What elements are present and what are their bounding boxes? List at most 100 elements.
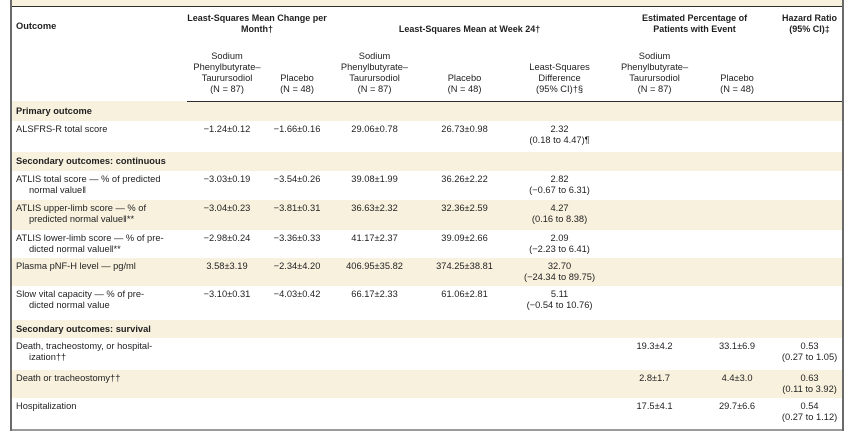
row-label: Hospitalization xyxy=(12,398,187,431)
cell-hazard-ratio xyxy=(777,258,842,286)
subheader-active-change: Sodium Phenylbutyrate– Taurursodiol (N =… xyxy=(187,43,267,102)
table-row-death-tracheostomy-hospitalization: Death, tracheostomy, or hospital- izatio… xyxy=(12,338,842,370)
cell-week24-placebo xyxy=(422,398,508,431)
cell-week24-placebo xyxy=(422,338,507,370)
subheader-hazard-empty xyxy=(777,43,843,102)
table-row-slow-vital-capacity: Slow vital capacity — % of pre- dicted n… xyxy=(12,286,842,320)
cell-ls-difference xyxy=(507,398,613,431)
cell-change-placebo: −3.54±0.26 xyxy=(273,174,321,184)
cell-event-placebo: 33.1±6.9 xyxy=(718,341,756,351)
outcome-column-header: Outcome xyxy=(16,21,57,31)
cell-week24-placebo xyxy=(422,370,507,398)
cell-week24-placebo: 61.06±2.81 xyxy=(441,289,488,299)
cell-change-active xyxy=(187,370,267,398)
cell-ls-difference: 4.27 (0.16 to 8.38) xyxy=(531,203,588,224)
subheader-active-week24: Sodium Phenylbutyrate– Taurursodiol (N =… xyxy=(327,43,423,102)
table-row-alsfrs-r: ALSFRS-R total score −1.24±0.12 −1.66±0.… xyxy=(12,121,842,152)
subheader-placebo-change: Placebo (N = 48) xyxy=(267,43,328,102)
cell-change-active xyxy=(187,398,267,431)
cell-change-active xyxy=(187,338,267,370)
cell-week24-active xyxy=(327,370,422,398)
row-label: ATLIS total score — % of predicted norma… xyxy=(16,174,161,195)
cell-event-active: 17.5±4.1 xyxy=(612,398,698,431)
cell-hazard-ratio xyxy=(777,230,842,258)
cell-week24-active: 39.08±1.99 xyxy=(351,174,398,184)
cell-week24-active: 36.63±2.32 xyxy=(351,203,398,213)
table-figure: Outcome Least-Squares Mean Change per Mo… xyxy=(10,0,844,431)
cell-ls-difference xyxy=(507,338,612,370)
cell-change-placebo: −3.81±0.31 xyxy=(273,203,321,213)
cell-change-active: −3.03±0.19 xyxy=(203,174,251,184)
cell-week24-placebo: 26.73±0.98 xyxy=(441,124,488,134)
cell-event-active xyxy=(612,171,697,200)
cell-week24-placebo: 39.09±2.66 xyxy=(441,233,488,243)
cell-ls-difference: 2.82 (−0.67 to 6.31) xyxy=(529,174,590,195)
table-body: Primary outcome ALSFRS-R total score −1.… xyxy=(12,101,843,431)
cell-change-active: −3.10±0.31 xyxy=(203,289,251,299)
cell-hazard-ratio: 0.63 (0.11 to 3.92) xyxy=(782,373,837,394)
cell-hazard-ratio xyxy=(777,286,842,320)
cell-week24-active xyxy=(327,398,423,431)
cell-ls-difference: 5.11 (−0.54 to 10.76) xyxy=(526,289,593,310)
section-label: Secondary outcomes: survival xyxy=(16,324,151,334)
cell-event-placebo xyxy=(697,121,777,152)
subheader-placebo-event: Placebo (N = 48) xyxy=(697,43,778,102)
cell-event-placebo xyxy=(697,258,777,286)
cell-event-active xyxy=(612,230,697,258)
table-row-atlis-total: ATLIS total score — % of predicted norma… xyxy=(12,171,842,200)
table-header: Outcome Least-Squares Mean Change per Mo… xyxy=(12,7,843,102)
cell-event-placebo xyxy=(697,200,777,230)
cell-change-active: −3.04±0.23 xyxy=(203,203,251,213)
cell-event-placebo xyxy=(697,171,777,200)
cell-ls-difference: 2.32 (0.18 to 4.47)¶ xyxy=(529,124,590,145)
cell-change-active: −1.24±0.12 xyxy=(203,124,251,134)
group-header-ls-mean-week24: Least-Squares Mean at Week 24† xyxy=(398,24,541,34)
cell-week24-placebo: 374.25±38.81 xyxy=(436,261,493,271)
section-label: Primary outcome xyxy=(16,105,92,116)
row-label: Death, tracheostomy, or hospital- izatio… xyxy=(16,341,153,362)
group-header-hazard-ratio: Hazard Ratio (95% CI)‡ xyxy=(782,13,838,34)
cell-week24-active: 66.17±2.33 xyxy=(351,289,398,299)
cell-ls-difference: 32.70 (−24.34 to 89.75) xyxy=(523,261,596,282)
cell-event-placebo xyxy=(697,286,777,320)
section-row-primary-outcome: Primary outcome xyxy=(12,101,843,121)
cell-event-active: 2.8±1.7 xyxy=(639,373,671,383)
cell-hazard-ratio xyxy=(777,121,842,152)
row-label: Death or tracheostomy†† xyxy=(16,373,121,383)
cell-change-placebo: −4.03±0.42 xyxy=(273,289,321,299)
cell-change-active: −2.98±0.24 xyxy=(203,233,251,243)
cell-change-placebo: −1.66±0.16 xyxy=(273,124,321,134)
cell-ls-difference: 2.09 (−2.23 to 6.41) xyxy=(529,233,590,254)
group-header-ls-mean-change: Least-Squares Mean Change per Month† xyxy=(187,13,327,34)
row-label: Plasma pNF-H level — pg/ml xyxy=(16,261,136,271)
cell-hazard-ratio: 0.53 (0.27 to 1.05) xyxy=(781,341,838,362)
table-row-atlis-upper: ATLIS upper-limb score — % of predicted … xyxy=(12,200,843,230)
cell-week24-placebo: 36.26±2.22 xyxy=(441,174,488,184)
cell-event-placebo: 29.7±6.6 xyxy=(697,398,778,431)
cell-hazard-ratio xyxy=(777,171,842,200)
row-label: ALSFRS-R total score xyxy=(16,124,108,134)
cell-week24-active: 29.06±0.78 xyxy=(351,124,398,134)
section-label: Secondary outcomes: continuous xyxy=(16,156,166,166)
section-row-secondary-continuous: Secondary outcomes: continuous xyxy=(12,152,843,171)
cell-event-active xyxy=(612,258,697,286)
outcomes-table: Outcome Least-Squares Mean Change per Mo… xyxy=(12,7,843,431)
row-label: ATLIS upper-limb score — % of predicted … xyxy=(16,203,147,224)
cell-event-placebo xyxy=(697,230,777,258)
cell-event-placebo: 4.4±3.0 xyxy=(721,373,753,383)
row-label: ATLIS lower-limb score — % of pre- dicte… xyxy=(16,233,164,254)
cell-ls-difference xyxy=(507,370,612,398)
row-label: Slow vital capacity — % of pre- dicted n… xyxy=(16,289,145,310)
subheader-placebo-week24: Placebo (N = 48) xyxy=(422,43,508,102)
table-top-band xyxy=(12,0,842,7)
cell-week24-active xyxy=(327,338,422,370)
cell-change-placebo: −2.34±4.20 xyxy=(273,261,321,271)
cell-change-active: 3.58±3.19 xyxy=(206,261,248,271)
cell-change-placebo xyxy=(267,338,327,370)
cell-event-active xyxy=(612,286,697,320)
group-header-event-percentage: Estimated Percentage of Patients with Ev… xyxy=(642,13,748,34)
subheader-active-event: Sodium Phenylbutyrate– Taurursodiol (N =… xyxy=(612,43,698,102)
table-row-hospitalization: Hospitalization 17.5±4.1 29.7±6.6 0.54 (… xyxy=(12,398,843,431)
table-row-atlis-lower: ATLIS lower-limb score — % of pre- dicte… xyxy=(12,230,842,258)
subheader-ls-difference: Least-Squares Difference (95% CI)†§ xyxy=(507,43,613,102)
